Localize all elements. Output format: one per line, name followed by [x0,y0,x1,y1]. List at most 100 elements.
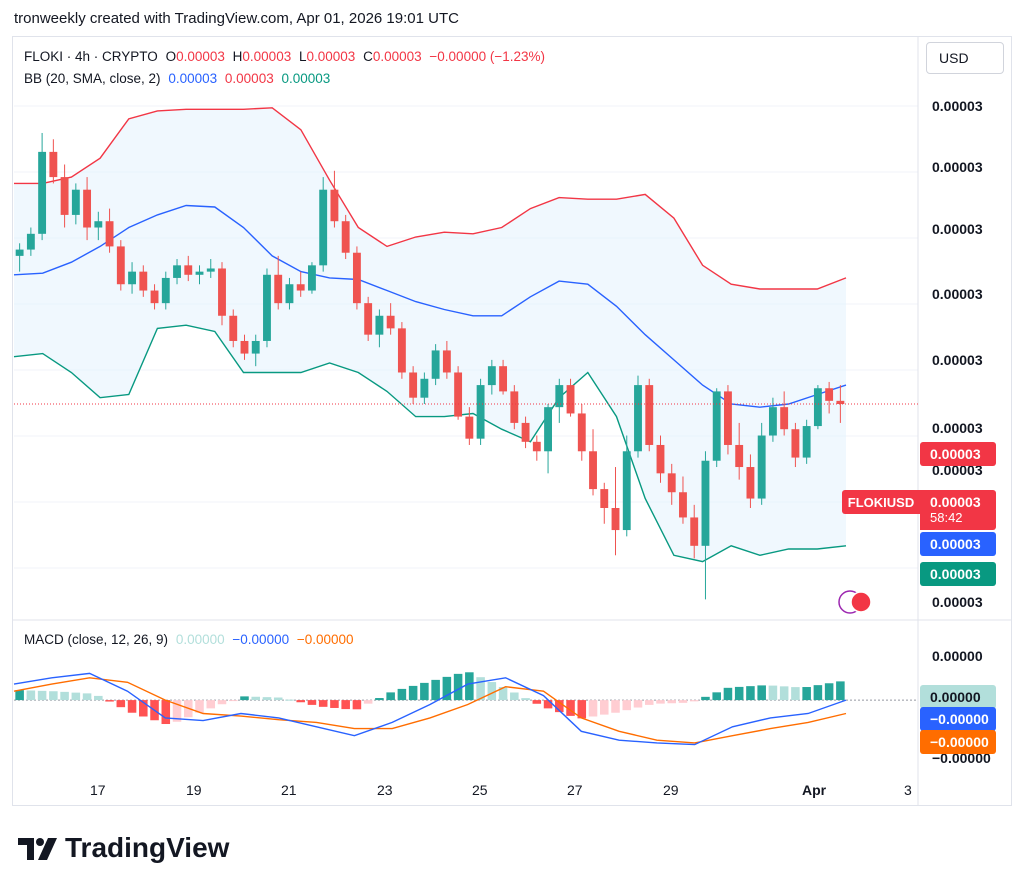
candle-body [341,221,350,253]
candle-body [173,265,181,278]
candle-body [442,350,451,373]
candle-body [667,473,676,493]
macd-histogram-bar [824,683,834,701]
change-value: −0.00000 (−1.23%) [429,49,545,64]
macd-histogram-bar [94,695,103,701]
time-axis-tick: 21 [281,782,297,798]
macd-histogram-bar [476,677,485,701]
macd-histogram-bar [408,685,418,701]
macd-histogram-bar [498,686,508,701]
candle-body [600,489,609,508]
macd-histogram-bar [813,685,823,701]
low-value: 0.00003 [306,49,356,64]
time-axis-tick: Apr [802,782,827,798]
close-value: 0.00003 [372,49,422,64]
bb-label: BB (20, SMA, close, 2) [24,71,161,86]
macd-histogram-bar [127,700,137,713]
symbol-tag-label: FLOKIUSD [847,494,915,510]
candle-body [791,429,800,458]
macd-histogram-bar [656,700,665,704]
macd-label: MACD (close, 12, 26, 9) [24,632,169,647]
candle-body [409,372,418,398]
candle-body [94,221,103,228]
bb-lower-value: 0.00003 [281,71,331,86]
macd-hist-tag: 0.00000 [920,685,996,709]
candle-body [274,274,283,304]
macd-histogram-bar [836,681,845,701]
macd-legend[interactable]: MACD (close, 12, 26, 9) 0.00000 −0.00000… [24,632,358,647]
macd-histogram-bar [701,696,710,701]
macd-histogram-bar [105,700,114,702]
macd-axis-tick: −0.00000 [932,750,991,766]
candle-body [218,268,226,316]
candle-body [836,400,845,404]
open-value: 0.00003 [176,49,225,64]
candle-body [544,407,552,452]
macd-histogram-bar [791,687,800,701]
price-axis-tick: 0.00003 [932,159,983,175]
macd-histogram-bar [734,686,744,701]
candle-body [712,391,721,461]
candle-body [532,441,541,452]
candle-body [487,366,496,386]
candle-body [757,435,766,499]
macd-histogram-bar [352,700,362,710]
high-value: 0.00003 [242,49,292,64]
macd-histogram-bar [667,700,677,704]
candle-body [139,271,148,291]
macd-histogram-bar [285,699,294,701]
symbol-name[interactable]: FLOKI · 4h · CRYPTO [24,49,158,64]
macd-histogram-bar [341,700,350,710]
candle-body [26,233,35,250]
bb-upper-line [14,107,847,290]
price-axis-tick: 0.00003 [932,420,983,436]
candle-body [161,277,170,304]
price-axis-tick: 0.00003 [932,221,983,237]
candle-body [679,492,687,518]
bar-countdown: 58:42 [930,510,963,525]
candle-body [589,451,597,490]
symbol-tag: FLOKIUSD [842,490,920,514]
candle-body [521,422,530,442]
macd-histogram-bar [802,687,811,701]
macd-histogram-bar [678,700,688,703]
macd-histogram-bar [60,691,69,701]
macd-histogram-bar [139,700,148,717]
candle-body [375,315,384,335]
candle-body [229,315,238,341]
macd-histogram-bar [588,700,598,717]
macd-histogram-bar [15,690,24,701]
macd-histogram-bar [172,700,182,722]
time-axis-tick: 29 [663,782,679,798]
macd-histogram-bar [442,676,452,701]
candle-body [499,366,508,392]
time-axis-tick: 17 [90,782,106,798]
macd-histogram-bar [431,679,440,701]
candle-body [263,274,271,341]
macd-histogram-bar [217,700,227,705]
macd-histogram-bar [644,700,654,705]
candle-body [566,385,575,414]
candle-body [735,444,744,468]
high-label: H [232,49,243,64]
macd-histogram-bar [397,688,407,701]
candle-body [285,284,294,304]
macd-histogram-bar [746,686,755,701]
macd-signal-line [13,677,847,744]
candle-body [746,467,755,499]
low-label: L [298,49,307,64]
bb-legend[interactable]: BB (20, SMA, close, 2) 0.00003 0.00003 0… [24,71,334,86]
macd-histogram-bar [420,682,429,701]
macd-histogram-bar [566,700,575,716]
macd-histogram-bar [262,697,272,701]
open-label: O [165,49,177,64]
macd-histogram-bar [599,700,609,715]
candle-body [296,284,305,291]
macd-line-tag: −0.00000 [920,707,996,731]
currency-button[interactable]: USD [926,42,1004,74]
candle-body [397,328,406,373]
candle-body [813,388,822,427]
candle-body [386,315,395,329]
chart-frame [12,36,1012,806]
